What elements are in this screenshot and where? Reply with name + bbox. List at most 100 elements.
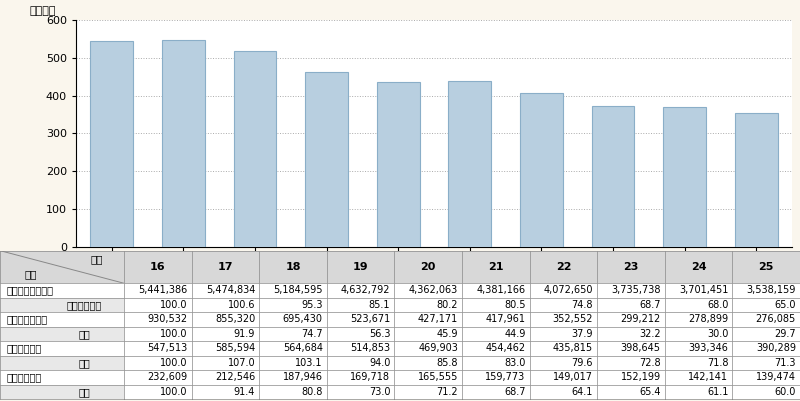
Text: 29.7: 29.7	[774, 329, 796, 339]
Text: 149,017: 149,017	[553, 372, 593, 382]
Text: 少年延べ人員: 少年延べ人員	[6, 372, 42, 382]
Text: 585,594: 585,594	[215, 343, 255, 353]
Text: 19: 19	[353, 262, 369, 272]
Text: 68.0: 68.0	[707, 300, 728, 310]
Text: 71.2: 71.2	[436, 387, 458, 397]
Text: 454,462: 454,462	[486, 343, 526, 353]
Text: 24: 24	[690, 262, 706, 272]
Text: 32.2: 32.2	[639, 329, 661, 339]
Text: 564,684: 564,684	[282, 343, 322, 353]
Text: 65.4: 65.4	[639, 387, 661, 397]
Bar	[305, 72, 348, 247]
Text: 398,645: 398,645	[621, 343, 661, 353]
Text: 71.8: 71.8	[707, 358, 728, 368]
Text: 56.3: 56.3	[369, 329, 390, 339]
Text: 100.0: 100.0	[160, 300, 187, 310]
Text: 71.3: 71.3	[774, 358, 796, 368]
Text: 187,946: 187,946	[282, 372, 322, 382]
Text: 外国人延べ人員: 外国人延べ人員	[6, 314, 47, 324]
Text: 45.9: 45.9	[437, 329, 458, 339]
Text: 指数: 指数	[78, 329, 90, 339]
Text: 393,346: 393,346	[689, 343, 728, 353]
Text: 79.6: 79.6	[572, 358, 593, 368]
Text: 22: 22	[556, 262, 571, 272]
Text: （万人）: （万人）	[30, 6, 56, 16]
Text: 299,212: 299,212	[621, 314, 661, 324]
Text: 352,552: 352,552	[553, 314, 593, 324]
Text: 232,609: 232,609	[147, 372, 187, 382]
Text: 95.3: 95.3	[302, 300, 322, 310]
Text: 3,701,451: 3,701,451	[679, 286, 728, 296]
Text: 276,085: 276,085	[756, 314, 796, 324]
Text: 139,474: 139,474	[756, 372, 796, 382]
Text: 85.8: 85.8	[437, 358, 458, 368]
Text: 年次: 年次	[779, 265, 792, 275]
Bar	[162, 40, 205, 247]
Text: 469,903: 469,903	[418, 343, 458, 353]
Text: 74.8: 74.8	[572, 300, 593, 310]
Text: 23: 23	[623, 262, 638, 272]
Text: 64.1: 64.1	[572, 387, 593, 397]
Text: 被留置者延べ人員: 被留置者延べ人員	[6, 286, 53, 296]
Text: 21: 21	[488, 262, 503, 272]
Bar	[448, 81, 491, 247]
Text: 169,718: 169,718	[350, 372, 390, 382]
Bar	[377, 82, 420, 247]
Text: 68.7: 68.7	[639, 300, 661, 310]
Text: 390,289: 390,289	[756, 343, 796, 353]
Text: 91.4: 91.4	[234, 387, 255, 397]
Text: 523,671: 523,671	[350, 314, 390, 324]
Text: 61.1: 61.1	[707, 387, 728, 397]
Bar	[734, 113, 778, 247]
Text: 37.9: 37.9	[572, 329, 593, 339]
Text: 695,430: 695,430	[282, 314, 322, 324]
Text: 16: 16	[150, 262, 166, 272]
Text: 68.7: 68.7	[504, 387, 526, 397]
Text: 17: 17	[218, 262, 233, 272]
Bar	[663, 107, 706, 247]
Text: 100.0: 100.0	[160, 329, 187, 339]
Text: 20: 20	[421, 262, 436, 272]
Text: 73.0: 73.0	[369, 387, 390, 397]
Text: 100.6: 100.6	[228, 300, 255, 310]
Text: 930,532: 930,532	[147, 314, 187, 324]
Text: 165,555: 165,555	[418, 372, 458, 382]
Text: 4,362,063: 4,362,063	[409, 286, 458, 296]
Bar	[234, 51, 277, 247]
Text: 80.5: 80.5	[504, 300, 526, 310]
Text: 5,441,386: 5,441,386	[138, 286, 187, 296]
Text: 107.0: 107.0	[227, 358, 255, 368]
Bar	[520, 93, 563, 247]
Text: 152,199: 152,199	[621, 372, 661, 382]
Text: 514,853: 514,853	[350, 343, 390, 353]
Text: 212,546: 212,546	[215, 372, 255, 382]
Text: 435,815: 435,815	[553, 343, 593, 353]
Text: 44.9: 44.9	[504, 329, 526, 339]
Text: 区分: 区分	[25, 269, 38, 279]
Text: 60.0: 60.0	[774, 387, 796, 397]
Bar	[90, 41, 134, 247]
Text: 159,773: 159,773	[486, 372, 526, 382]
Text: 指数: 指数	[78, 358, 90, 368]
Text: 女性延べ人員: 女性延べ人員	[6, 343, 42, 353]
Text: 85.1: 85.1	[369, 300, 390, 310]
Bar	[591, 105, 634, 247]
Text: 5,184,595: 5,184,595	[274, 286, 322, 296]
Text: 年次: 年次	[90, 254, 103, 264]
Text: 100.0: 100.0	[160, 387, 187, 397]
Text: 72.8: 72.8	[639, 358, 661, 368]
Text: 94.0: 94.0	[369, 358, 390, 368]
Text: 427,171: 427,171	[418, 314, 458, 324]
Text: 83.0: 83.0	[504, 358, 526, 368]
Text: 103.1: 103.1	[295, 358, 322, 368]
Text: 278,899: 278,899	[688, 314, 728, 324]
Text: 4,632,792: 4,632,792	[341, 286, 390, 296]
Text: 80.8: 80.8	[302, 387, 322, 397]
Text: 74.7: 74.7	[301, 329, 322, 339]
Text: 3,538,159: 3,538,159	[746, 286, 796, 296]
Text: 18: 18	[286, 262, 301, 272]
Text: 100.0: 100.0	[160, 358, 187, 368]
Text: 91.9: 91.9	[234, 329, 255, 339]
Text: 3,735,738: 3,735,738	[611, 286, 661, 296]
Text: 855,320: 855,320	[215, 314, 255, 324]
